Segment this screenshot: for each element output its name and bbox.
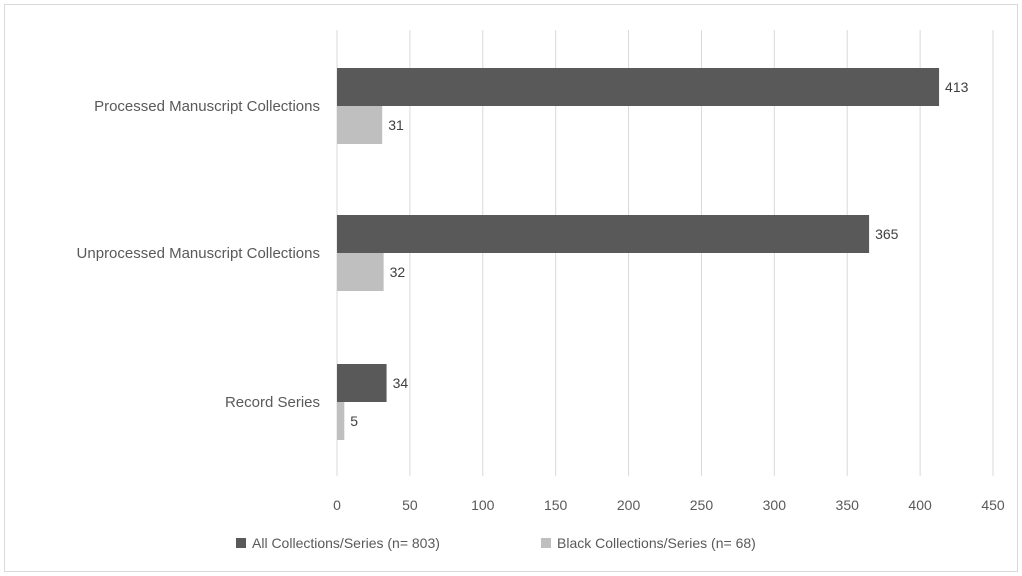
data-label: 5 <box>350 413 358 429</box>
bar-all <box>337 215 870 253</box>
bar-all <box>337 68 940 106</box>
x-tick-label: 300 <box>763 497 787 513</box>
category-label: Processed Manuscript Collections <box>94 98 320 115</box>
data-label: 413 <box>945 79 969 95</box>
x-tick-label: 400 <box>908 497 932 513</box>
bar-black <box>337 253 384 291</box>
legend-label: Black Collections/Series (n= 68) <box>557 535 756 551</box>
legend-swatch <box>236 538 246 548</box>
x-tick-label: 250 <box>690 497 714 513</box>
category-label: Unprocessed Manuscript Collections <box>77 245 320 262</box>
x-tick-label: 50 <box>402 497 418 513</box>
x-tick-label: 100 <box>471 497 495 513</box>
x-tick-label: 150 <box>544 497 568 513</box>
bar-all <box>337 364 387 402</box>
x-tick-label: 450 <box>981 497 1005 513</box>
x-tick-label: 200 <box>617 497 641 513</box>
bar-black <box>337 402 345 440</box>
legend-swatch <box>541 538 551 548</box>
data-label: 32 <box>390 264 406 280</box>
category-label: Record Series <box>225 394 320 411</box>
data-label: 34 <box>393 375 409 391</box>
data-label: 365 <box>875 226 899 242</box>
x-tick-label: 350 <box>836 497 860 513</box>
x-tick-label: 0 <box>333 497 341 513</box>
bar-black <box>337 106 383 144</box>
data-label: 31 <box>388 117 404 133</box>
legend-label: All Collections/Series (n= 803) <box>252 535 440 551</box>
